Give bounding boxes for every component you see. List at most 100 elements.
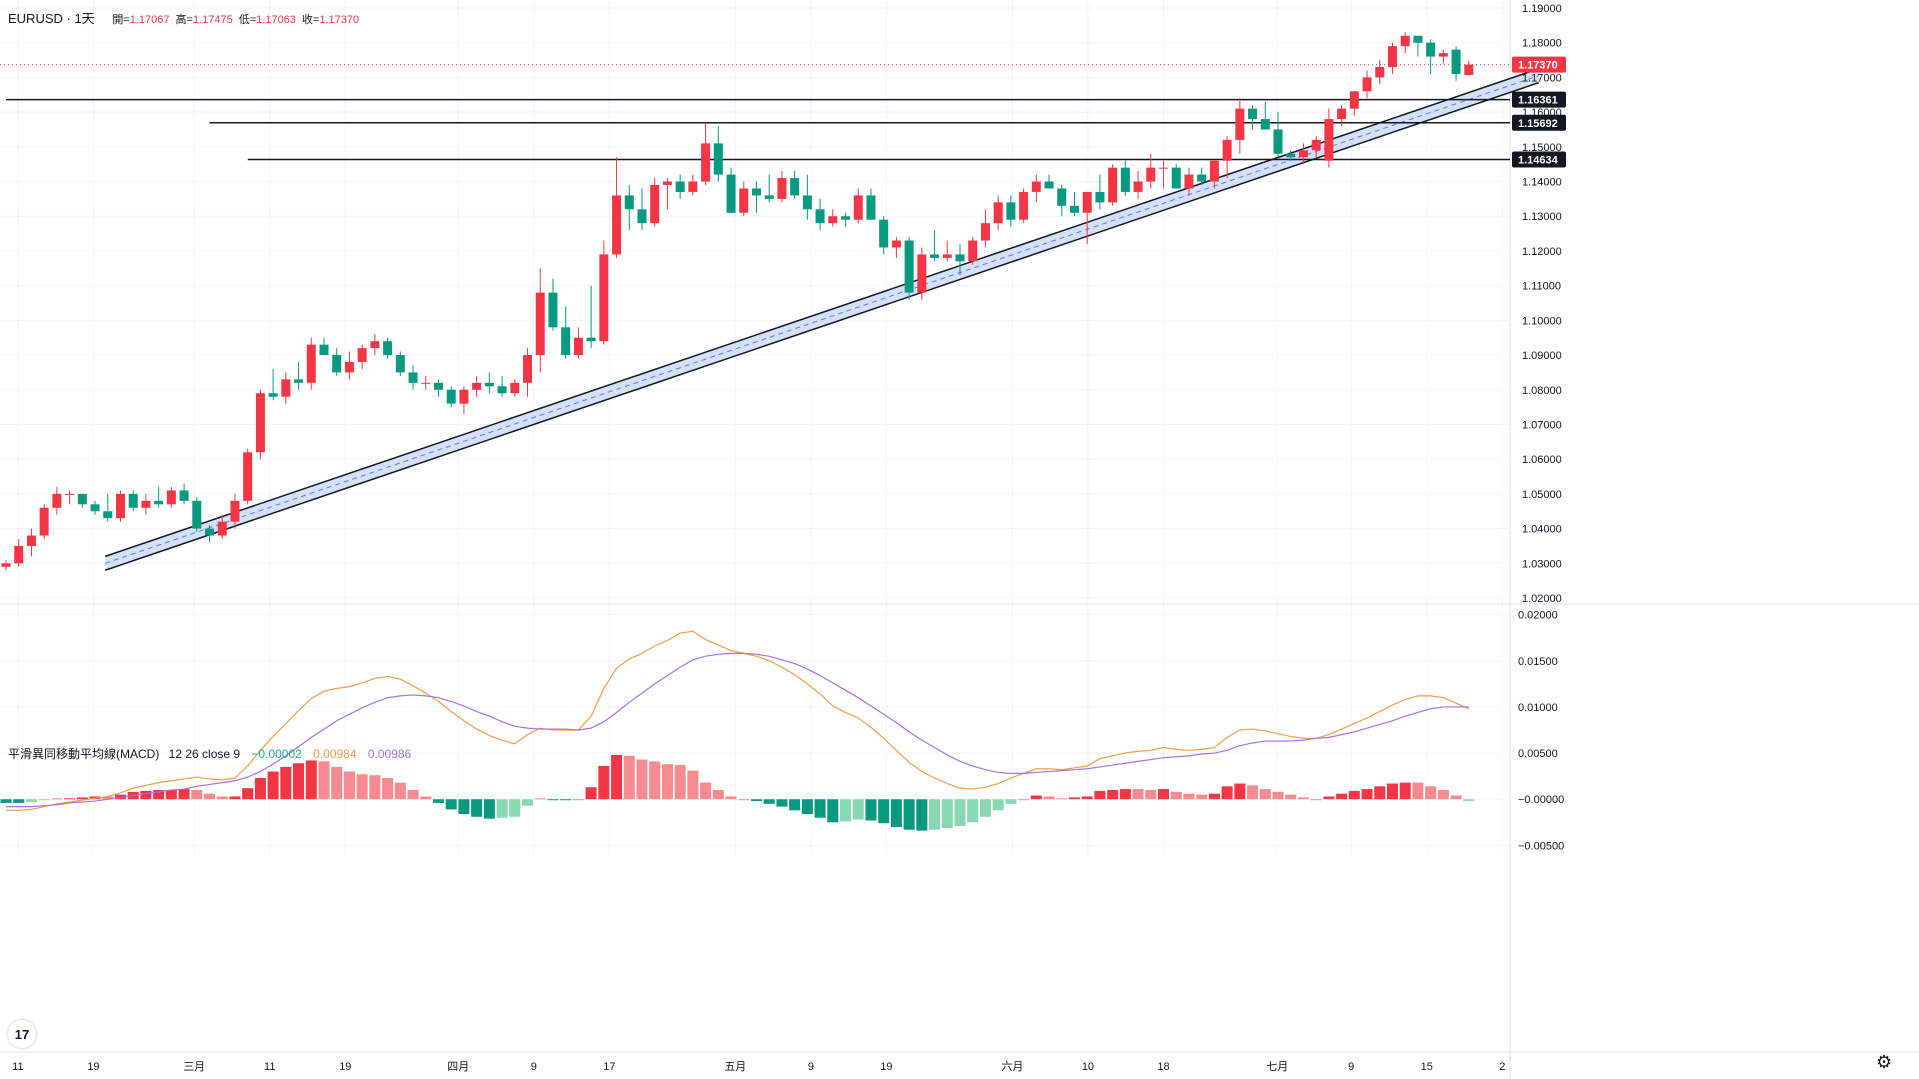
macd-histogram-bar [216,796,228,800]
grid [0,0,1510,855]
candle-body [1197,174,1207,182]
macd-histogram-bar [967,799,979,823]
candle-body [281,379,291,397]
macd-histogram-bar [1425,786,1437,800]
macd-histogram-bar [1386,783,1398,800]
candle-body [815,209,825,224]
candle-body [115,493,125,519]
price-tick-label: 1.09000 [1522,350,1562,362]
candle-body [192,500,202,529]
symbol-header: EURUSD · 1天 開=1.17067 高=1.17475 低=1.17063 收… [8,8,365,27]
tradingview-logo-icon[interactable]: 17 [8,1020,36,1048]
candle-body [1273,129,1283,154]
macd-histogram-bar [280,766,292,800]
macd-histogram-bar [865,799,877,821]
gear-icon[interactable]: ⚙ [1876,1052,1893,1072]
macd-tick-label: 0.01500 [1518,656,1558,668]
macd-histogram-bar [801,799,813,814]
price-tick-label: 1.04000 [1522,524,1562,536]
macd-histogram-bar [725,796,737,800]
macd-histogram-bar [0,799,12,803]
candle-body [472,382,482,390]
trend-channel-upper[interactable] [104,68,1540,558]
candle-body [650,185,660,224]
candle-body [701,143,711,182]
price-axis[interactable]: 1.190001.180001.170001.160001.150001.140… [1518,3,1564,852]
symbol-title[interactable]: EURUSD · 1天 [8,11,95,26]
price-tick-label: 1.19000 [1522,3,1562,15]
candle-body [26,535,36,546]
time-tick-label: 19 [87,1061,99,1073]
time-tick-label: 10 [1082,1061,1094,1073]
macd-histogram-bar [51,798,63,800]
candle-body [930,254,940,258]
macd-histogram-bar [1094,790,1106,800]
macd-histogram-bar [420,796,432,800]
candle-body [408,372,418,383]
macd-histogram-bar [890,799,902,827]
macd-histogram-bar [979,799,991,817]
macd-histogram [0,754,1475,831]
candle-body [1222,139,1232,161]
candle-body [1375,67,1385,78]
candle-body [1171,167,1181,189]
price-tick-label: 1.07000 [1522,419,1562,431]
macd-histogram-bar [13,799,25,803]
candle-body [1426,42,1436,57]
candle-body [1413,35,1423,43]
time-tick-label: 三月 [183,1061,205,1073]
candle-body [332,355,342,373]
macd-histogram-bar [102,796,114,800]
macd-histogram-bar [827,799,839,823]
candle-body [764,195,774,199]
candle-body [255,393,265,453]
candle-body [370,341,380,349]
macd-histogram-bar [318,761,330,800]
macd-histogram-bar [903,799,915,830]
macd-histogram-bar [1412,782,1424,800]
macd-histogram-bar [38,799,50,801]
macd-histogram-bar [471,799,483,817]
macd-histogram-bar [407,790,419,800]
trend-channel-mid[interactable] [105,75,1539,564]
macd-legend[interactable]: 平滑異同移動平均線(MACD) 12 26 close 9 −0.00002 0… [8,745,411,762]
trend-channel-lower[interactable] [104,81,1540,571]
macd-histogram-bar [585,787,597,800]
candle-body [1120,167,1130,192]
time-tick-label: 11 [264,1061,275,1073]
candle-body [917,254,927,293]
candle-body [612,195,622,255]
macd-histogram-bar [1145,790,1157,800]
candle-body [1044,181,1054,189]
macd-histogram-bar [1285,794,1297,800]
candle-body [1235,108,1245,140]
macd-histogram-bar [636,759,648,800]
macd-histogram-bar [1450,795,1462,800]
candle-body [1133,181,1143,192]
macd-histogram-bar [76,797,88,800]
candle-body [662,181,672,185]
macd-params: 12 26 close 9 [168,747,241,761]
candle-body [535,292,545,356]
macd-histogram-bar [623,755,635,800]
candle-body [103,511,113,519]
macd-histogram-bar [534,798,546,800]
candle-body [1324,119,1334,161]
candle-body [344,362,354,373]
macd-histogram-bar [458,799,470,814]
macd-histogram-bar [1158,789,1170,800]
macd-histogram-bar [687,770,699,800]
time-tick-label: 17 [603,1061,615,1073]
macd-histogram-bar [356,774,368,800]
candle-body [1095,191,1105,203]
candle-body [357,348,367,362]
price-tick-label: 1.12000 [1522,246,1562,258]
macd-histogram-bar [25,799,37,802]
candle-body [1464,64,1474,75]
candle-body [891,240,901,248]
signal-line [6,652,1469,808]
macd-tick-label: 0.01000 [1518,702,1558,714]
candle-body [777,178,787,199]
ohlc-value: 1.17067 [129,14,170,26]
time-tick-label: 9 [1348,1061,1354,1073]
